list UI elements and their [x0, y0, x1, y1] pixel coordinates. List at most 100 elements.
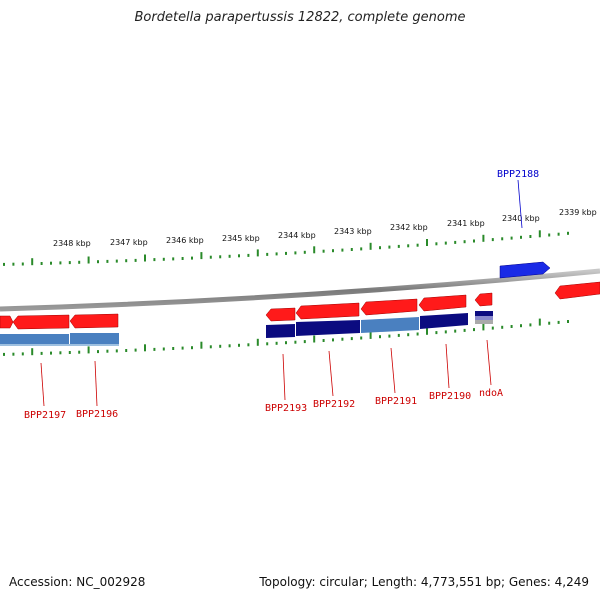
minor-tick	[3, 262, 5, 266]
minor-tick	[520, 235, 522, 239]
gene-arrow[interactable]	[12, 314, 70, 330]
major-tick	[256, 249, 259, 257]
minor-tick	[97, 350, 99, 354]
minor-tick	[435, 331, 438, 335]
minor-tick	[416, 243, 419, 247]
minor-tick	[3, 352, 5, 356]
gene-arrow[interactable]	[554, 281, 600, 300]
gene-label-bpp2191[interactable]: BPP2191	[375, 396, 417, 407]
feature-block[interactable]	[475, 311, 493, 316]
major-tick	[31, 348, 34, 356]
minor-tick	[407, 333, 410, 337]
gene-arrow[interactable]	[69, 313, 119, 329]
minor-tick	[360, 336, 363, 340]
feature-block[interactable]	[361, 317, 419, 333]
major-tick	[369, 242, 372, 250]
major-tick	[87, 256, 90, 264]
minor-tick	[12, 352, 15, 356]
minor-tick	[219, 255, 222, 259]
minor-tick	[209, 345, 212, 349]
major-tick	[313, 335, 316, 343]
minor-tick	[115, 349, 118, 353]
gene-arrow[interactable]	[0, 315, 14, 329]
minor-tick	[341, 337, 344, 341]
minor-tick	[78, 350, 81, 354]
gene-label-bpp2192[interactable]: BPP2192	[313, 399, 355, 410]
minor-tick	[238, 254, 240, 258]
minor-tick	[360, 247, 363, 251]
major-tick	[426, 239, 428, 246]
minor-tick	[501, 325, 504, 329]
minor-tick	[520, 324, 522, 328]
minor-tick	[444, 330, 447, 334]
minor-tick	[285, 341, 287, 345]
feature-block[interactable]	[266, 324, 295, 338]
minor-tick	[567, 231, 569, 235]
feature-block[interactable]	[296, 320, 360, 336]
minor-tick	[125, 349, 128, 352]
scale-label-2348: 2348 kbp	[53, 239, 91, 248]
minor-tick	[153, 258, 156, 262]
minor-tick	[78, 260, 81, 264]
minor-tick	[388, 334, 391, 338]
gene-label-bpp2197[interactable]: BPP2197	[24, 410, 66, 421]
minor-tick	[40, 351, 43, 355]
major-tick	[31, 258, 34, 266]
gene-label-bpp2193[interactable]: BPP2193	[265, 403, 307, 414]
minor-tick	[97, 260, 99, 264]
major-tick	[200, 252, 203, 260]
gene-label-bpp2190[interactable]: BPP2190	[429, 391, 471, 402]
minor-tick	[68, 351, 71, 354]
minor-tick	[350, 248, 353, 251]
major-tick	[369, 331, 372, 339]
feature-block[interactable]	[420, 313, 468, 329]
minor-tick	[134, 348, 137, 352]
minor-tick	[303, 250, 306, 254]
minor-tick	[322, 339, 325, 342]
gene-label-ndoa[interactable]: ndoA	[479, 388, 503, 399]
minor-tick	[397, 244, 400, 248]
gene-arrow[interactable]	[474, 292, 493, 307]
feature-block[interactable]	[475, 320, 493, 324]
genome-summary-text: Topology: circular; Length: 4,773,551 bp…	[259, 575, 589, 589]
minor-tick	[153, 347, 156, 351]
label-leaders	[40, 179, 523, 407]
scale-label-2339: 2339 kbp	[559, 208, 597, 217]
gene-arrow[interactable]	[265, 307, 296, 322]
minor-tick	[59, 351, 62, 355]
minor-tick	[332, 249, 334, 253]
minor-tick	[407, 244, 410, 248]
feature-block[interactable]	[0, 334, 69, 345]
minor-tick	[275, 341, 278, 345]
gene-arrow[interactable]	[295, 302, 360, 320]
minor-tick	[341, 248, 344, 252]
minor-tick	[473, 239, 475, 243]
minor-tick	[294, 251, 297, 255]
minor-tick	[68, 261, 71, 265]
scale-label-2345: 2345 kbp	[222, 234, 260, 243]
minor-tick	[473, 328, 475, 332]
gene-label-bpp2196[interactable]: BPP2196	[76, 409, 118, 420]
minor-tick	[294, 340, 297, 344]
gene-label-bpp2188[interactable]: BPP2188	[497, 169, 539, 180]
gene-bpp2188[interactable]	[499, 261, 551, 279]
major-tick	[256, 338, 259, 346]
feature-block[interactable]	[475, 316, 493, 320]
minor-tick	[435, 242, 438, 246]
minor-tick	[134, 258, 137, 262]
scale-label-2342: 2342 kbp	[390, 223, 428, 232]
feature-block[interactable]	[0, 344, 119, 346]
minor-tick	[266, 342, 269, 346]
minor-tick	[219, 344, 222, 348]
minor-tick	[21, 262, 24, 266]
minor-tick	[50, 261, 52, 265]
minor-tick	[228, 254, 231, 258]
gene-arrow[interactable]	[360, 298, 418, 316]
feature-block[interactable]	[70, 333, 119, 344]
forward-strand-genes	[0, 281, 600, 330]
scale-label-2343: 2343 kbp	[334, 227, 372, 236]
feature-blocks	[0, 311, 493, 346]
major-tick	[482, 234, 485, 242]
gene-arrow[interactable]	[418, 294, 467, 312]
minor-tick	[444, 241, 447, 245]
